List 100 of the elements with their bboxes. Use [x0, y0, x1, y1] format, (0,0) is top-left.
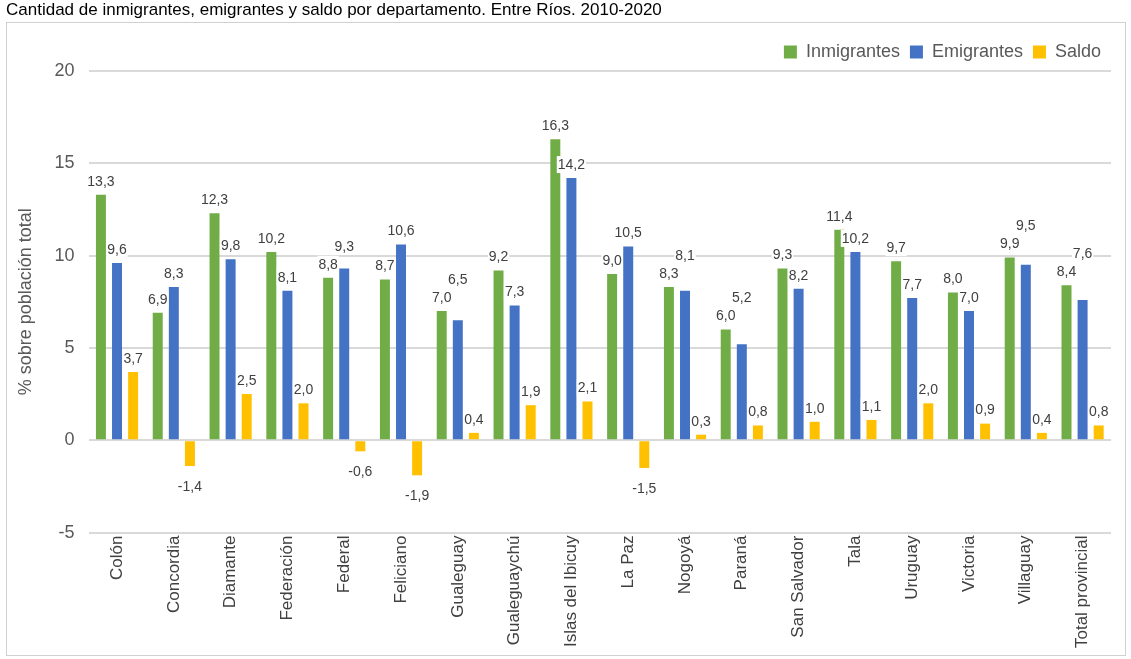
- bar: [152, 312, 163, 440]
- bar: [809, 421, 820, 440]
- data-label: 16,3: [541, 117, 570, 134]
- data-label: 11,4: [826, 207, 853, 224]
- data-label: 7,0: [959, 288, 979, 305]
- data-label: 9,2: [488, 248, 509, 265]
- data-label: 13,3: [87, 172, 115, 189]
- data-label: 9,0: [602, 251, 623, 268]
- y-axis-title: % sobre población total: [14, 208, 35, 396]
- data-label: 7,6: [1072, 245, 1093, 262]
- x-tick-label: Islas del Ibicuy: [561, 535, 581, 648]
- bar: [680, 290, 690, 440]
- bar: [412, 441, 423, 476]
- x-tick-label: Villaguay: [1015, 535, 1035, 605]
- bar: [184, 441, 195, 467]
- bar: [720, 329, 731, 440]
- data-label: 5,2: [732, 289, 752, 306]
- y-tick-label: 10: [54, 244, 75, 265]
- y-tick-label: 20: [54, 59, 75, 80]
- bar: [323, 277, 334, 440]
- data-label: 10,6: [387, 222, 415, 239]
- bar: [891, 261, 902, 440]
- data-label: 0,4: [464, 410, 484, 427]
- data-label: 0,4: [1032, 410, 1052, 427]
- bar: [436, 311, 447, 440]
- x-tick-label: La Paz: [617, 535, 637, 589]
- bar: [355, 441, 366, 452]
- legend-label: Inmigrantes: [805, 40, 900, 61]
- bar: [298, 403, 309, 440]
- x-tick-label: Victoria: [958, 535, 978, 592]
- data-label: 9,3: [772, 246, 793, 263]
- data-label: 7,0: [431, 288, 452, 305]
- data-label: 8,3: [659, 264, 679, 281]
- bar: [209, 213, 220, 440]
- data-label: 0,9: [975, 401, 996, 418]
- bar: [777, 268, 788, 440]
- bar: [1020, 264, 1031, 440]
- bar: [282, 290, 293, 440]
- data-label: -1,9: [405, 487, 430, 504]
- x-tick-label: Tala: [845, 535, 865, 567]
- data-label: 8,8: [318, 255, 339, 272]
- bar: [509, 305, 520, 440]
- data-label: 1,9: [520, 383, 541, 400]
- x-tick-label: Gualeguay: [447, 535, 467, 618]
- bar: [607, 274, 618, 440]
- x-tick-label: Feliciano: [390, 535, 410, 604]
- data-label: 9,3: [334, 237, 355, 254]
- bar: [752, 425, 763, 440]
- bar: [396, 244, 406, 440]
- data-label: 9,5: [1016, 217, 1036, 234]
- bar: [168, 287, 179, 440]
- data-label: 10,2: [841, 229, 870, 246]
- y-tick-label: 0: [64, 429, 75, 450]
- legend-label: Saldo: [1054, 40, 1102, 61]
- bar: [241, 394, 252, 440]
- data-label: 9,7: [886, 239, 907, 256]
- data-label: 8,1: [675, 246, 695, 263]
- x-tick-label: Nogoyá: [674, 535, 694, 595]
- x-tick-label: Diamante: [220, 535, 240, 609]
- bar: [493, 270, 504, 440]
- data-label: 2,0: [293, 381, 314, 398]
- x-tick-label: Federal: [333, 535, 353, 594]
- bar: [736, 344, 747, 440]
- data-label: 10,2: [257, 229, 286, 246]
- data-label: 9,8: [220, 237, 241, 254]
- bar: [379, 279, 390, 440]
- data-label: 7,7: [902, 275, 923, 292]
- data-label: 8,0: [943, 270, 963, 287]
- data-label: 8,7: [375, 257, 395, 274]
- bar: [339, 268, 350, 440]
- bar: [907, 298, 918, 440]
- y-tick-label: -5: [58, 521, 75, 542]
- data-label: -0,6: [348, 463, 373, 480]
- x-tick-label: Concordia: [163, 535, 183, 614]
- data-label: 0,8: [748, 403, 768, 420]
- bar: [525, 405, 536, 440]
- data-label: 8,3: [164, 264, 184, 281]
- data-label: 10,5: [614, 224, 643, 241]
- bar: [112, 263, 123, 440]
- data-label: 7,3: [504, 283, 525, 300]
- data-label: 14,2: [557, 155, 586, 172]
- data-label: 9,9: [999, 235, 1020, 252]
- bar: [623, 246, 634, 440]
- bar: [1004, 257, 1015, 440]
- bar: [225, 259, 236, 440]
- bar: [1077, 299, 1088, 440]
- legend-label: Emigrantes: [931, 40, 1023, 61]
- data-label: 1,0: [804, 399, 825, 416]
- y-tick-label: 5: [64, 336, 75, 357]
- data-label: 0,3: [691, 412, 712, 429]
- data-label: 2,5: [236, 371, 257, 388]
- data-label: 8,4: [1056, 263, 1077, 280]
- bar: [663, 287, 674, 440]
- bar: [1061, 285, 1072, 440]
- data-label: 3,7: [123, 349, 144, 366]
- bar: [964, 311, 974, 440]
- data-label: -1,4: [177, 477, 203, 494]
- bar: [947, 292, 958, 440]
- bar: [980, 423, 991, 440]
- data-label: 12,3: [200, 191, 229, 208]
